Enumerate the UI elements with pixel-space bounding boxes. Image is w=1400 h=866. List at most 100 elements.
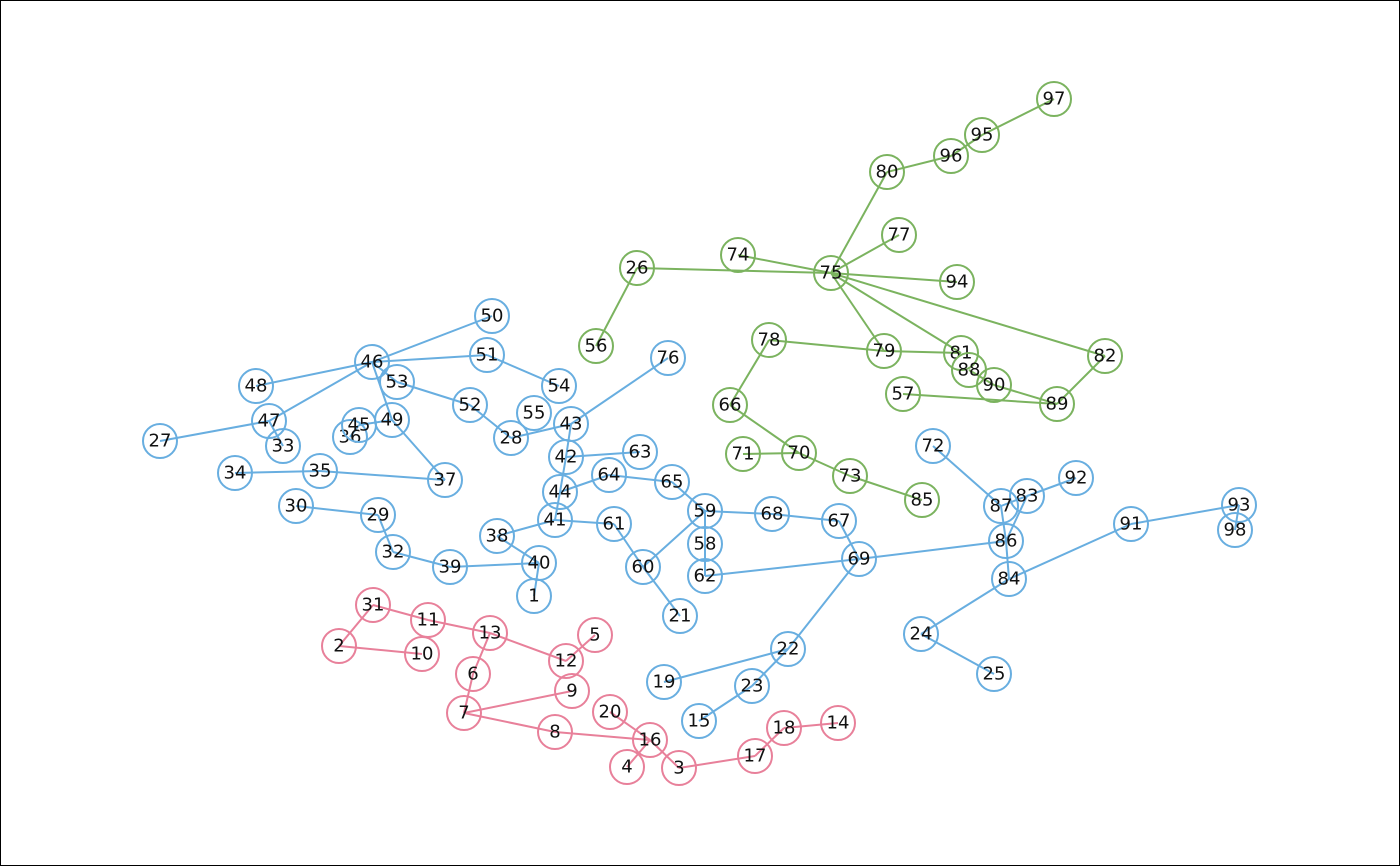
edge-91-93: [1130, 504, 1240, 525]
node-98: 98: [1217, 512, 1253, 548]
node-59: 59: [687, 493, 723, 529]
node-13: 13: [472, 615, 508, 651]
node-circle: [781, 435, 817, 471]
node-circle: [622, 434, 658, 470]
node-81: 81: [943, 335, 979, 371]
node-circle: [821, 503, 857, 539]
node-circle: [472, 615, 508, 651]
edge-75-94: [830, 272, 958, 283]
edge-38-40: [496, 535, 540, 564]
node-label: 11: [417, 610, 440, 631]
node-label: 3: [673, 758, 684, 779]
node-label: 79: [873, 341, 896, 362]
edge-88-90: [968, 369, 995, 386]
node-55: 55: [516, 395, 552, 431]
edge-75-81: [830, 272, 962, 354]
node-circle: [541, 368, 577, 404]
node-circle: [869, 154, 905, 190]
node-label: 51: [476, 345, 499, 366]
node-circle: [332, 419, 368, 455]
node-label: 73: [839, 466, 862, 487]
edge-43-76: [570, 357, 669, 425]
node-circle: [646, 664, 682, 700]
node-label: 35: [309, 461, 332, 482]
node-label: 46: [361, 352, 384, 373]
edge-60-21: [642, 566, 681, 617]
node-circle: [915, 428, 951, 464]
node-83: 83: [1009, 478, 1045, 514]
node-label: 33: [272, 436, 295, 457]
node-label: 37: [434, 470, 457, 491]
edge-84-24: [920, 578, 1010, 635]
edge-49-37: [391, 419, 446, 481]
node-57: 57: [885, 376, 921, 412]
node-label: 13: [479, 623, 502, 644]
edge-16-3: [649, 739, 680, 769]
node-circle: [964, 117, 1000, 153]
edge-83-92: [1026, 477, 1077, 497]
edge-layer: [159, 98, 1240, 769]
node-label: 84: [998, 569, 1021, 590]
node-label: 90: [983, 375, 1006, 396]
node-circle: [609, 749, 645, 785]
node-71: 71: [725, 436, 761, 472]
edge-47-33: [268, 420, 284, 447]
node-label: 56: [585, 336, 608, 357]
node-circle: [662, 598, 698, 634]
edge-34-35: [234, 470, 321, 474]
edge-22-19: [663, 648, 789, 683]
edge-46-51: [371, 354, 488, 363]
node-7: 7: [446, 695, 482, 731]
edge-12-5: [565, 634, 596, 662]
node-label: 16: [639, 730, 662, 751]
node-circle: [734, 668, 770, 704]
node-circle: [754, 496, 790, 532]
node-25: 25: [976, 656, 1012, 692]
node-93: 93: [1221, 487, 1257, 523]
edge-74-75: [737, 254, 832, 274]
node-layer: 1234567891011121314151617181920212223242…: [142, 81, 1257, 786]
edge-26-56: [595, 267, 638, 347]
node-circle: [933, 138, 969, 174]
node-80: 80: [869, 154, 905, 190]
node-label: 75: [820, 263, 843, 284]
node-label: 57: [892, 384, 915, 405]
node-label: 83: [1016, 486, 1039, 507]
node-41: 41: [537, 502, 573, 538]
edge-82-89: [1056, 355, 1106, 405]
node-circle: [479, 518, 515, 554]
edge-28-52: [469, 404, 512, 439]
edge-41-44: [554, 491, 561, 521]
node-label: 59: [694, 501, 717, 522]
node-circle: [681, 703, 717, 739]
node-circle: [537, 714, 573, 750]
edge-93-98: [1234, 504, 1240, 531]
node-44: 44: [542, 474, 578, 510]
node-label: 91: [1120, 514, 1143, 535]
node-label: 24: [910, 624, 933, 645]
edge-68-67: [771, 513, 840, 522]
node-circle: [452, 387, 488, 423]
node-label: 80: [876, 162, 899, 183]
node-circle: [687, 558, 723, 594]
edge-31-2: [338, 604, 374, 647]
edge-65-59: [671, 481, 706, 512]
edge-22-23: [751, 648, 789, 687]
node-label: 76: [657, 348, 680, 369]
node-48: 48: [238, 368, 274, 404]
node-label: 77: [888, 225, 911, 246]
node-label: 7: [458, 703, 469, 724]
node-circle: [578, 328, 614, 364]
edge-46-50: [371, 315, 493, 363]
node-circle: [1009, 478, 1045, 514]
node-27: 27: [142, 423, 178, 459]
node-49: 49: [374, 402, 410, 438]
node-circle: [238, 368, 274, 404]
node-label: 97: [1043, 89, 1066, 110]
node-95: 95: [964, 117, 1000, 153]
node-78: 78: [751, 322, 787, 358]
node-35: 35: [302, 453, 338, 489]
node-circle: [354, 344, 390, 380]
node-circle: [432, 549, 468, 585]
node-73: 73: [832, 458, 868, 494]
